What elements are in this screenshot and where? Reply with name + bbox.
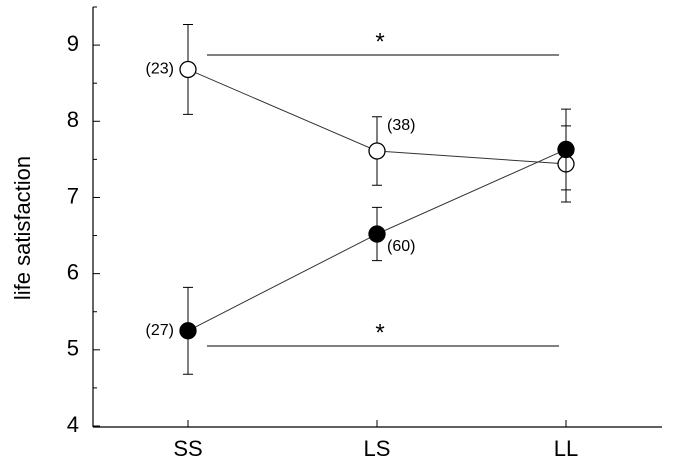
y-tick-label: 4 bbox=[67, 412, 79, 437]
y-axis-label: life satisfaction bbox=[10, 156, 35, 300]
y-tick-label: 5 bbox=[67, 336, 79, 361]
sample-size-label: (23) bbox=[146, 61, 174, 78]
y-tick-label: 8 bbox=[67, 107, 79, 132]
sample-size-label: (27) bbox=[146, 322, 174, 339]
y-tick-label: 9 bbox=[67, 31, 79, 56]
sample-size-label: (38) bbox=[387, 117, 415, 134]
data-point bbox=[179, 322, 197, 340]
y-tick-label: 7 bbox=[67, 183, 79, 208]
significance-star: * bbox=[375, 319, 384, 346]
data-point bbox=[179, 60, 197, 79]
data-point bbox=[368, 225, 386, 243]
y-tick-label: 6 bbox=[67, 259, 79, 284]
data-point bbox=[557, 140, 575, 159]
data-point bbox=[368, 142, 386, 160]
x-tick-label: LL bbox=[554, 436, 578, 461]
x-tick-label: SS bbox=[173, 436, 202, 461]
sample-size-label: (60) bbox=[387, 238, 415, 255]
significance-star: * bbox=[375, 28, 384, 55]
x-tick-label: LS bbox=[364, 436, 391, 461]
